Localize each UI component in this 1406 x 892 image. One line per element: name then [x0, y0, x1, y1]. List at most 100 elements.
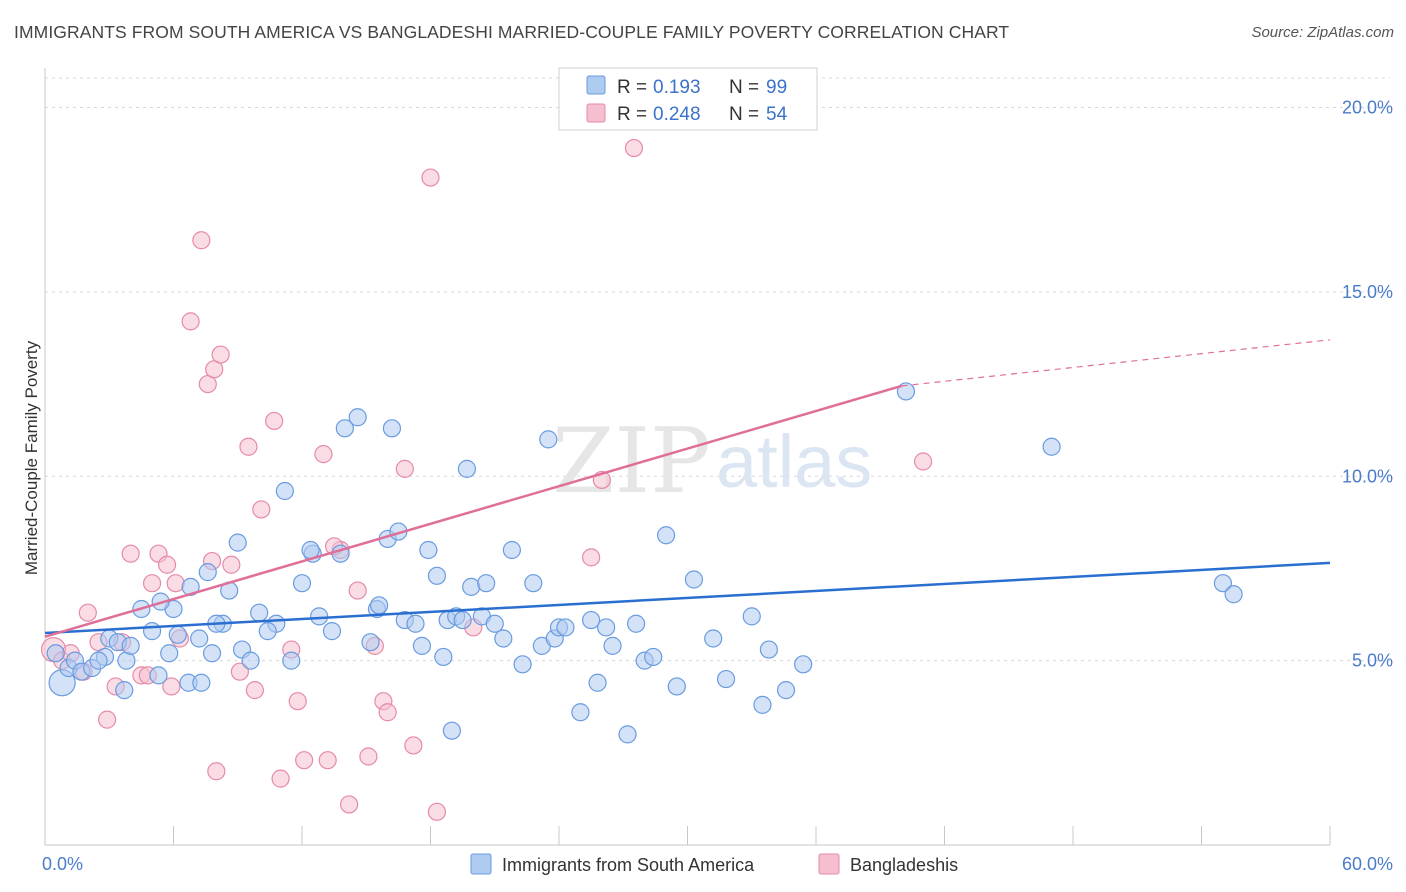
point-bangladeshis	[192, 231, 211, 250]
point-bangladeshis	[252, 500, 271, 519]
point-immigrants	[753, 695, 772, 714]
point-immigrants	[626, 614, 646, 633]
point-bangladeshis	[288, 692, 307, 711]
point-bangladeshis	[230, 662, 249, 681]
point-bangladeshis	[348, 581, 367, 600]
point-immigrants	[524, 574, 543, 593]
point-immigrants	[644, 647, 663, 667]
y-tick-label: 5.0%	[1352, 651, 1393, 671]
point-immigrants	[556, 618, 575, 637]
point-immigrants	[618, 725, 637, 744]
legend-label-immigrants: Immigrants from South America	[502, 855, 755, 875]
point-immigrants	[322, 622, 342, 641]
point-immigrants	[667, 677, 686, 696]
point-bangladeshis	[207, 762, 226, 781]
point-immigrants	[198, 563, 217, 582]
trend-line-bangladeshis	[44, 384, 903, 638]
point-immigrants	[502, 540, 521, 560]
y-axis-label: Married-Couple Family Poverty	[22, 340, 41, 575]
point-immigrants	[335, 419, 354, 438]
point-bangladeshis	[142, 574, 162, 593]
point-bangladeshis	[181, 312, 200, 331]
point-immigrants	[192, 673, 211, 692]
point-immigrants	[149, 666, 168, 685]
x-tick-label-start: 0.0%	[42, 854, 83, 874]
chart-title: IMMIGRANTS FROM SOUTH AMERICA VS BANGLAD…	[14, 22, 1010, 42]
point-immigrants	[89, 651, 108, 670]
point-bangladeshis	[166, 574, 185, 593]
point-immigrants	[427, 566, 447, 585]
point-bangladeshis	[427, 802, 447, 821]
point-immigrants	[513, 655, 532, 674]
point-bangladeshis	[395, 459, 414, 478]
point-immigrants	[275, 481, 294, 501]
point-immigrants	[442, 721, 462, 740]
point-immigrants	[597, 618, 616, 637]
point-immigrants	[406, 614, 425, 633]
point-immigrants	[494, 629, 513, 648]
point-bangladeshis	[359, 747, 378, 766]
point-immigrants	[1224, 585, 1243, 604]
y-tick-label: 15.0%	[1342, 282, 1393, 302]
axes: 5.0% 10.0% 15.0% 20.0% 0.0% 60.0%	[42, 68, 1393, 874]
legend-swatch-bangladeshis	[818, 853, 840, 875]
point-immigrants	[684, 570, 704, 589]
trend-line-bangladeshis-extension	[901, 339, 1331, 387]
point-immigrants	[656, 526, 676, 545]
point-bangladeshis	[239, 437, 258, 456]
point-immigrants	[794, 655, 813, 674]
point-immigrants	[539, 430, 558, 449]
source-credit: Source: ZipAtlas.com	[1251, 24, 1394, 41]
stats-legend-r-label-pink: R =	[617, 104, 647, 125]
point-bangladeshis	[421, 168, 440, 187]
point-bangladeshis	[211, 345, 230, 364]
legend-swatch-immigrants	[470, 853, 492, 875]
point-immigrants	[419, 540, 438, 560]
point-bangladeshis	[582, 548, 601, 567]
point-immigrants	[250, 603, 269, 622]
point-immigrants	[704, 629, 723, 648]
point-immigrants	[115, 681, 134, 700]
point-immigrants	[412, 636, 432, 655]
point-bangladeshis	[624, 138, 644, 158]
point-immigrants	[241, 651, 260, 670]
point-bangladeshis	[265, 411, 284, 431]
point-immigrants	[571, 703, 590, 722]
point-bangladeshis	[295, 751, 314, 770]
point-bangladeshis	[314, 445, 333, 464]
point-immigrants	[310, 607, 329, 626]
point-immigrants	[228, 533, 247, 552]
series-legend: Immigrants from South America Bangladesh…	[470, 853, 958, 875]
point-immigrants	[759, 640, 778, 659]
point-immigrants	[370, 596, 389, 615]
point-immigrants	[282, 651, 301, 670]
point-immigrants	[453, 610, 472, 630]
point-immigrants	[190, 629, 209, 648]
point-immigrants	[1213, 574, 1233, 593]
point-immigrants	[776, 681, 796, 700]
point-immigrants	[202, 644, 222, 663]
point-bangladeshis	[404, 736, 423, 755]
stats-legend-r-label-blue: R =	[617, 77, 647, 98]
y-tick-label: 10.0%	[1342, 466, 1393, 486]
point-bangladeshis	[98, 710, 117, 729]
point-immigrants	[462, 577, 481, 596]
point-immigrants	[181, 577, 200, 596]
point-bangladeshis	[245, 681, 264, 700]
point-immigrants	[292, 574, 312, 593]
point-immigrants	[457, 459, 477, 478]
point-bangladeshis	[318, 751, 337, 770]
point-immigrants	[477, 574, 496, 593]
watermark: ZIP atlas	[552, 409, 872, 514]
trend-line-immigrants	[44, 561, 1331, 635]
point-immigrants	[348, 408, 367, 427]
legend-label-bangladeshis: Bangladeshis	[850, 855, 958, 875]
point-bangladeshis	[157, 555, 177, 574]
point-immigrants	[142, 622, 162, 641]
point-bangladeshis	[340, 795, 359, 814]
stats-legend-swatch-pink	[586, 103, 606, 123]
point-immigrants	[382, 419, 402, 438]
stats-legend-r-value-blue: 0.193	[653, 77, 701, 98]
point-immigrants	[160, 644, 179, 663]
